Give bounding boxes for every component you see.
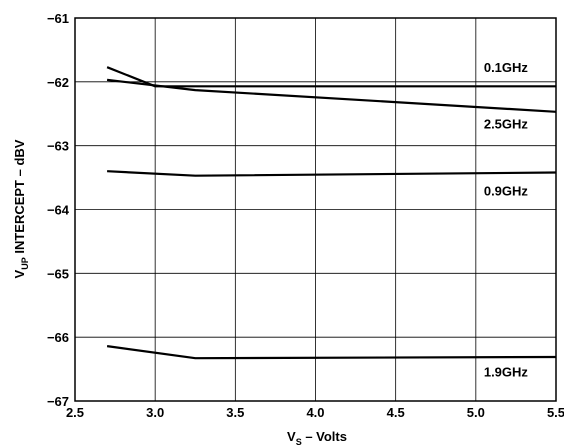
y-tick-label: −64 (47, 203, 70, 218)
series-line-0.9GHz (107, 170, 557, 177)
x-tick-label: 4.0 (306, 405, 324, 420)
y-tick-label: −67 (47, 394, 69, 409)
y-tick-label: −66 (47, 330, 69, 345)
series-line-2.5GHz (106, 78, 557, 113)
x-tick-label: 3.5 (226, 405, 244, 420)
y-tick-label: −65 (47, 266, 69, 281)
plot-frame (74, 17, 557, 402)
series-label-0.1GHz: 0.1GHz (484, 60, 529, 75)
series-label-0.9GHz: 0.9GHz (484, 183, 529, 198)
y-tick-label: −63 (47, 139, 69, 154)
y-tick-label: −61 (47, 11, 69, 26)
x-axis-title: VS – Volts (287, 429, 347, 447)
x-tick-label: 4.5 (387, 405, 405, 420)
x-tick-label: 5.0 (467, 405, 485, 420)
y-tick-labels: −61 −62 −63 −64 −65 −66 −67 (47, 11, 70, 409)
x-tick-labels: 2.5 3.0 3.5 4.0 4.5 5.0 5.5 (66, 405, 564, 420)
series-label-2.5GHz: 2.5GHz (484, 116, 529, 131)
series-labels: 0.1GHz 2.5GHz 0.9GHz 1.9GHz (484, 60, 529, 379)
series-label-1.9GHz: 1.9GHz (484, 365, 529, 380)
x-tick-label: 2.5 (66, 405, 84, 420)
y-axis-title: VUP INTERCEPT – dBV (12, 139, 30, 278)
y-tick-label: −62 (47, 75, 69, 90)
series-line-1.9GHz (106, 345, 557, 360)
gridlines (75, 18, 556, 401)
series-line-0.1GHz (106, 66, 556, 88)
x-tick-label: 3.0 (146, 405, 164, 420)
series-lines (106, 66, 557, 360)
x-tick-label: 5.5 (547, 405, 564, 420)
